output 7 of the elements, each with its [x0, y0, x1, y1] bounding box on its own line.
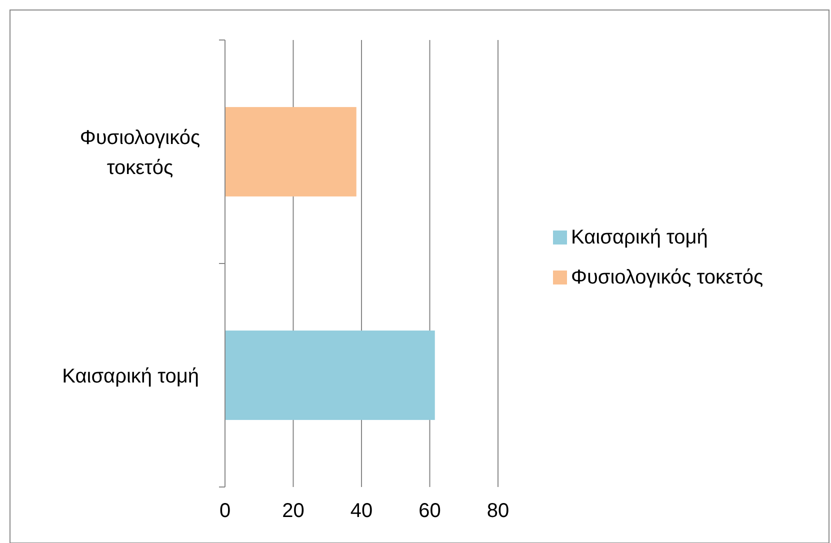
x-tick-label: 80: [486, 500, 510, 522]
x-tick-label: 60: [418, 500, 441, 522]
legend-label: Φυσιολογικός τοκετός: [571, 266, 764, 288]
x-tick-label: 0: [219, 500, 231, 522]
legend-label: Καισαρική τομή: [571, 226, 708, 248]
x-tick-label: 40: [350, 500, 373, 522]
x-tick-label: 20: [282, 500, 304, 522]
